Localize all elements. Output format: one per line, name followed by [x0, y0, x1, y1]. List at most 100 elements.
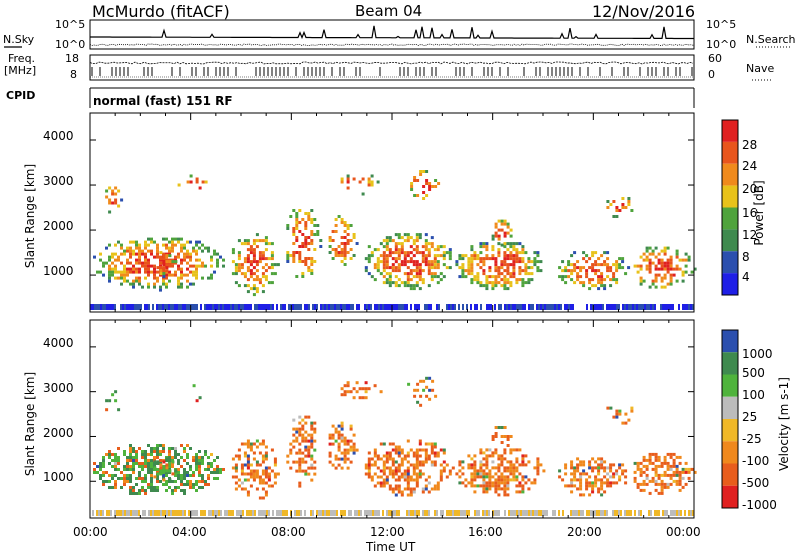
power-panel-cell — [439, 254, 443, 258]
velocity-panel-cell — [165, 483, 168, 486]
power-panel-cell — [243, 257, 247, 261]
velocity-panel-cell — [120, 471, 123, 474]
velocity-panel-cell — [243, 451, 247, 455]
power-panel-cell — [313, 224, 317, 227]
power-panel-cell — [385, 281, 389, 285]
power-panel-cell — [612, 215, 616, 218]
velocity-panel-cell — [409, 475, 413, 479]
velocity-panel-cell — [201, 486, 204, 489]
power-panel-cell — [370, 275, 374, 279]
velocity-panel-cell — [442, 448, 446, 452]
velocity-panel-cell — [331, 433, 335, 437]
power-panel-cell — [189, 258, 192, 262]
velocity-panel-cell — [355, 448, 359, 452]
velocity-panel-cell — [409, 487, 413, 491]
power-panel-cell — [615, 206, 619, 209]
velocity-panel-ground-cell — [664, 510, 666, 516]
velocity-panel-cell — [216, 477, 219, 480]
power-panel-cell — [410, 188, 414, 191]
power-panel-cell — [243, 242, 247, 246]
power-panel-cell — [307, 218, 311, 221]
power-panel-cell — [515, 242, 519, 246]
power-panel-cell — [171, 237, 174, 241]
velocity-panel-cell — [304, 430, 308, 434]
power-panel-cell — [427, 251, 431, 255]
power-panel-cell — [491, 257, 495, 261]
velocity-panel-ground-cell — [188, 510, 190, 516]
power-panel-cell — [467, 269, 471, 273]
velocity-panel-cell — [651, 452, 655, 456]
power-panel-cell — [479, 245, 483, 249]
velocity-panel-cell — [660, 485, 664, 489]
power-panel-cell — [394, 275, 398, 279]
velocity-panel-cell — [240, 463, 244, 467]
velocity-panel-cell — [660, 473, 664, 477]
velocity-panel-cell — [660, 461, 664, 465]
velocity-panel-cell — [621, 463, 625, 467]
velocity-panel-ground-cell — [144, 510, 146, 516]
velocity-panel-cell — [198, 459, 201, 462]
velocity-panel-ground-cell — [322, 510, 324, 516]
velocity-panel-cell — [521, 484, 525, 488]
velocity-ytick-2000: 2000 — [43, 426, 74, 440]
power-panel-cell — [654, 273, 658, 277]
velocity-panel-cell — [301, 436, 305, 440]
power-panel-cell — [424, 239, 428, 243]
velocity-panel-cell — [331, 442, 335, 446]
power-panel-cell — [186, 285, 189, 289]
velocity-panel-cell — [126, 459, 129, 462]
velocity-panel-cell — [397, 469, 401, 473]
velocity-panel-cell — [370, 457, 374, 461]
power-panel-cell — [391, 281, 395, 285]
velocity-panel-cell — [379, 481, 383, 485]
velocity-panel-cell — [255, 469, 259, 473]
velocity-panel-cell — [579, 484, 583, 488]
velocity-panel-cell — [310, 457, 314, 461]
velocity-panel-cell — [436, 451, 440, 455]
power-panel-ground-cell — [162, 304, 164, 310]
power-panel-cell — [660, 249, 664, 253]
power-panel-cell — [388, 239, 392, 243]
velocity-panel-cell — [246, 493, 250, 497]
power-panel-cell — [448, 254, 452, 258]
power-panel-cell — [246, 266, 250, 270]
power-panel-ground-cell — [194, 304, 196, 310]
velocity-panel-cell — [301, 433, 305, 437]
power-panel-ground-cell — [544, 304, 546, 310]
velocity-panel-cell — [458, 481, 462, 485]
power-panel-ground-cell — [600, 304, 602, 310]
power-panel-cell — [458, 275, 462, 279]
power-panel-cell — [406, 239, 410, 243]
velocity-panel-cell — [261, 487, 265, 491]
power-panel-cell — [367, 260, 371, 264]
velocity-panel-cell — [482, 451, 486, 455]
power-panel-cell — [415, 236, 419, 240]
velocity-panel-cell — [606, 478, 610, 482]
velocity-panel-cell — [144, 465, 147, 468]
power-panel-cell — [292, 209, 296, 212]
velocity-panel-cell — [412, 472, 416, 476]
power-panel-cell — [171, 249, 174, 253]
velocity-panel-cell — [591, 490, 595, 494]
velocity-panel-cell — [310, 454, 314, 458]
power-panel-cell — [177, 240, 180, 244]
velocity-panel-ground-cell — [250, 510, 252, 516]
power-panel-cell — [627, 266, 631, 270]
power-panel-cell — [597, 281, 601, 285]
velocity-panel-ground-cell — [204, 510, 206, 516]
power-panel-cell — [304, 257, 308, 260]
velocity-panel-cell — [216, 456, 219, 459]
power-panel-cell — [654, 285, 658, 289]
power-panel-ground-cell — [128, 304, 130, 310]
velocity-panel-cell — [512, 466, 516, 470]
velocity-panel-cell — [298, 460, 302, 464]
power-panel-cell — [370, 174, 374, 178]
velocity-panel-cell — [180, 474, 183, 477]
power-panel-cell — [485, 254, 489, 258]
power-panel-ground-cell — [650, 304, 652, 310]
power-panel-cell — [316, 230, 320, 233]
velocity-panel-cell — [642, 458, 646, 462]
velocity-panel-ground-cell — [406, 510, 408, 516]
power-panel-cell — [503, 278, 507, 282]
velocity-panel-cell — [373, 448, 377, 452]
